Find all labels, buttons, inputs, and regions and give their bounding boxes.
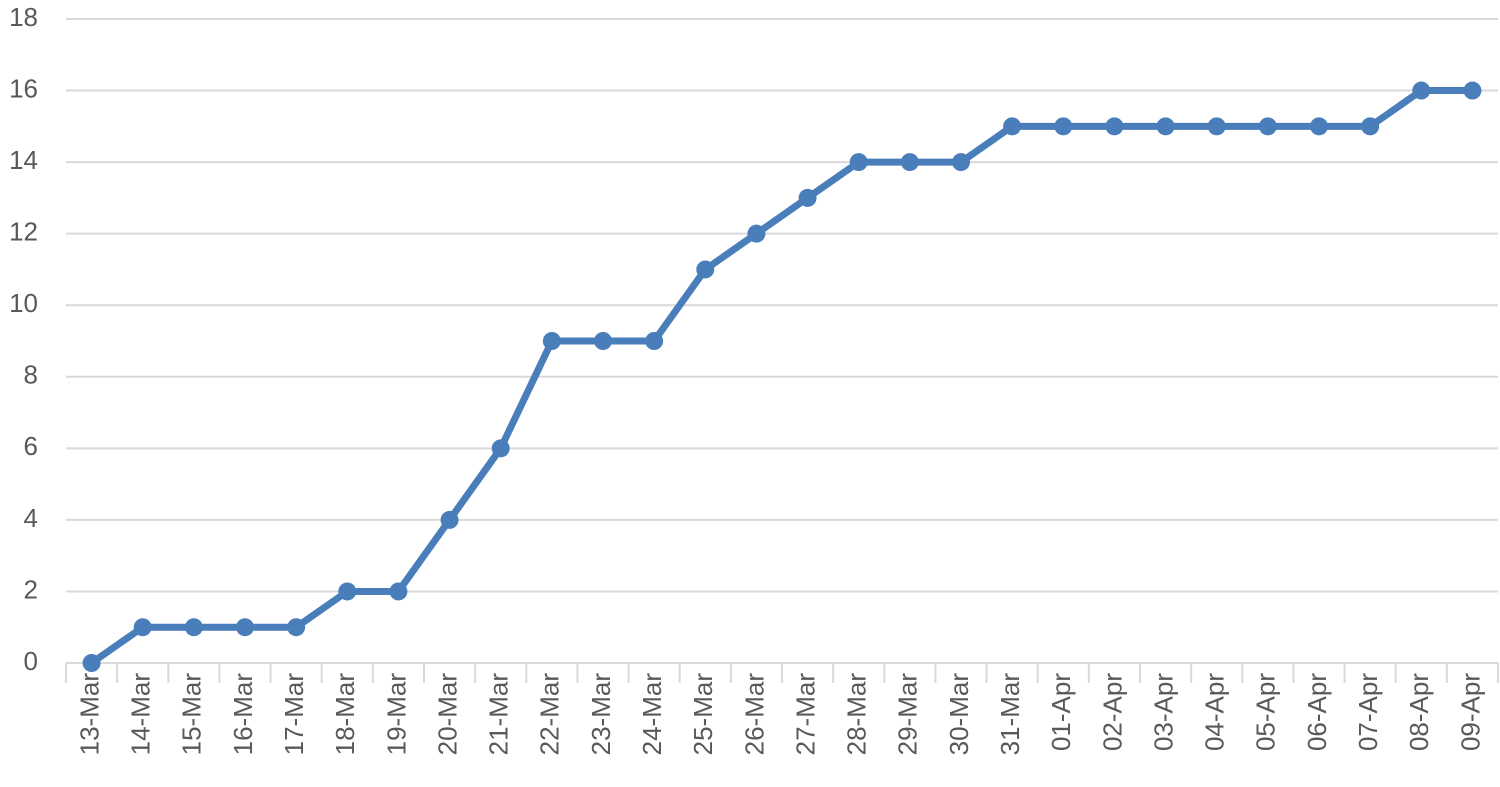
x-tick-label: 20-Mar	[432, 673, 462, 756]
x-tick-label: 23-Mar	[586, 673, 616, 756]
x-tick-label: 06-Apr	[1302, 673, 1332, 751]
data-point	[645, 332, 664, 350]
y-tick-label: 0	[24, 646, 38, 676]
data-point	[491, 439, 510, 458]
data-point	[798, 188, 817, 207]
x-tick-label: 08-Apr	[1404, 673, 1434, 751]
data-point	[1412, 81, 1431, 100]
x-tick-label: 15-Mar	[177, 673, 207, 756]
data-point	[338, 582, 357, 601]
x-tick-label: 01-Apr	[1046, 673, 1076, 751]
x-tick-label: 30-Mar	[944, 673, 974, 756]
data-point	[82, 654, 101, 672]
x-tick-label: 04-Apr	[1200, 673, 1230, 751]
x-tick-label: 19-Mar	[381, 673, 411, 756]
x-tick-label: 14-Mar	[126, 673, 156, 756]
x-tick-label: 03-Apr	[1148, 673, 1178, 751]
data-point	[1207, 117, 1226, 136]
data-point	[696, 260, 715, 279]
x-tick-label: 29-Mar	[893, 673, 923, 756]
data-point	[389, 582, 408, 601]
data-point	[542, 332, 561, 350]
x-tick-label: 28-Mar	[842, 673, 872, 756]
y-tick-label: 10	[9, 288, 38, 318]
y-tick-label: 12	[9, 217, 38, 247]
data-point	[1054, 117, 1073, 136]
y-tick-label: 14	[9, 145, 38, 175]
data-line	[89, 87, 1473, 666]
data-point	[236, 618, 254, 637]
y-tick-label: 16	[9, 73, 38, 103]
x-tick-label: 13-Mar	[74, 673, 104, 756]
data-point	[1361, 117, 1380, 136]
data-point	[1310, 117, 1328, 136]
x-tick-label: 27-Mar	[790, 673, 820, 756]
y-tick-label: 2	[24, 574, 38, 604]
x-tick-label: 18-Mar	[330, 673, 360, 756]
y-tick-label: 6	[24, 431, 38, 461]
data-point	[133, 618, 152, 637]
data-point	[1105, 117, 1124, 136]
x-tick-label: 02-Apr	[1097, 673, 1127, 751]
data-point	[1156, 117, 1175, 136]
y-tick-label: 8	[24, 360, 38, 390]
x-tick-label: 05-Apr	[1251, 673, 1281, 751]
data-point	[1003, 117, 1022, 136]
x-tick-label: 22-Mar	[535, 673, 565, 756]
data-point	[1463, 81, 1482, 100]
data-point	[184, 618, 203, 637]
y-tick-label: 4	[24, 503, 38, 533]
x-tick-label: 31-Mar	[995, 673, 1025, 756]
x-tick-label: 21-Mar	[484, 673, 514, 756]
data-point	[594, 332, 612, 350]
data-point	[849, 153, 868, 172]
x-tick-label: 24-Mar	[637, 673, 667, 756]
data-point	[440, 510, 459, 529]
data-point	[747, 224, 766, 243]
x-tick-label: 07-Apr	[1353, 673, 1383, 751]
data-point	[1258, 117, 1277, 136]
x-tick-label: 25-Mar	[688, 673, 718, 756]
x-tick-label: 17-Mar	[279, 673, 309, 756]
x-tick-label: 26-Mar	[739, 673, 769, 756]
x-tick-label: 09-Apr	[1455, 673, 1485, 751]
data-point	[287, 618, 306, 637]
x-tick-label: 16-Mar	[228, 673, 258, 756]
data-point	[952, 153, 970, 172]
data-point	[900, 153, 919, 172]
y-tick-label: 18	[9, 2, 38, 32]
